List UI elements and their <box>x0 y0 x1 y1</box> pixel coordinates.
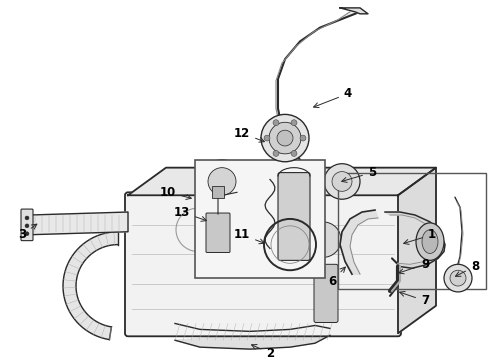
Circle shape <box>261 114 309 162</box>
FancyBboxPatch shape <box>125 192 401 336</box>
Polygon shape <box>340 210 378 274</box>
Text: 9: 9 <box>399 258 429 274</box>
Circle shape <box>25 216 29 220</box>
Polygon shape <box>175 324 330 349</box>
Ellipse shape <box>416 223 444 260</box>
FancyBboxPatch shape <box>21 209 33 240</box>
Polygon shape <box>340 8 368 14</box>
Circle shape <box>208 168 236 195</box>
Polygon shape <box>385 212 445 268</box>
FancyBboxPatch shape <box>314 264 338 323</box>
Circle shape <box>200 160 244 203</box>
Polygon shape <box>30 212 128 235</box>
Circle shape <box>277 130 293 146</box>
FancyBboxPatch shape <box>278 172 310 260</box>
Circle shape <box>25 232 29 236</box>
Circle shape <box>273 120 279 126</box>
Polygon shape <box>128 168 436 195</box>
Text: 5: 5 <box>342 166 376 183</box>
Text: 1: 1 <box>404 228 436 244</box>
Circle shape <box>332 172 352 191</box>
Text: 13: 13 <box>174 206 206 221</box>
Bar <box>338 172 486 289</box>
Text: 7: 7 <box>400 292 429 307</box>
FancyBboxPatch shape <box>206 213 230 252</box>
Circle shape <box>450 270 466 286</box>
Circle shape <box>324 164 360 199</box>
Circle shape <box>291 120 297 126</box>
Text: 3: 3 <box>18 224 37 241</box>
Ellipse shape <box>422 230 438 253</box>
Text: 4: 4 <box>314 87 352 108</box>
Text: 12: 12 <box>234 127 265 142</box>
Circle shape <box>269 122 301 154</box>
Circle shape <box>273 150 279 156</box>
Text: 6: 6 <box>328 267 345 288</box>
Text: 2: 2 <box>251 345 274 360</box>
Text: 8: 8 <box>455 260 479 276</box>
Circle shape <box>291 150 297 156</box>
Circle shape <box>25 224 29 228</box>
Text: 11: 11 <box>234 228 265 244</box>
Bar <box>195 160 325 278</box>
Polygon shape <box>398 168 436 333</box>
Bar <box>212 186 224 198</box>
Polygon shape <box>63 232 118 339</box>
Circle shape <box>264 135 270 141</box>
Polygon shape <box>455 197 463 271</box>
Text: 10: 10 <box>160 186 191 199</box>
Circle shape <box>305 222 341 257</box>
Polygon shape <box>276 12 360 160</box>
Circle shape <box>300 135 306 141</box>
Circle shape <box>444 264 472 292</box>
